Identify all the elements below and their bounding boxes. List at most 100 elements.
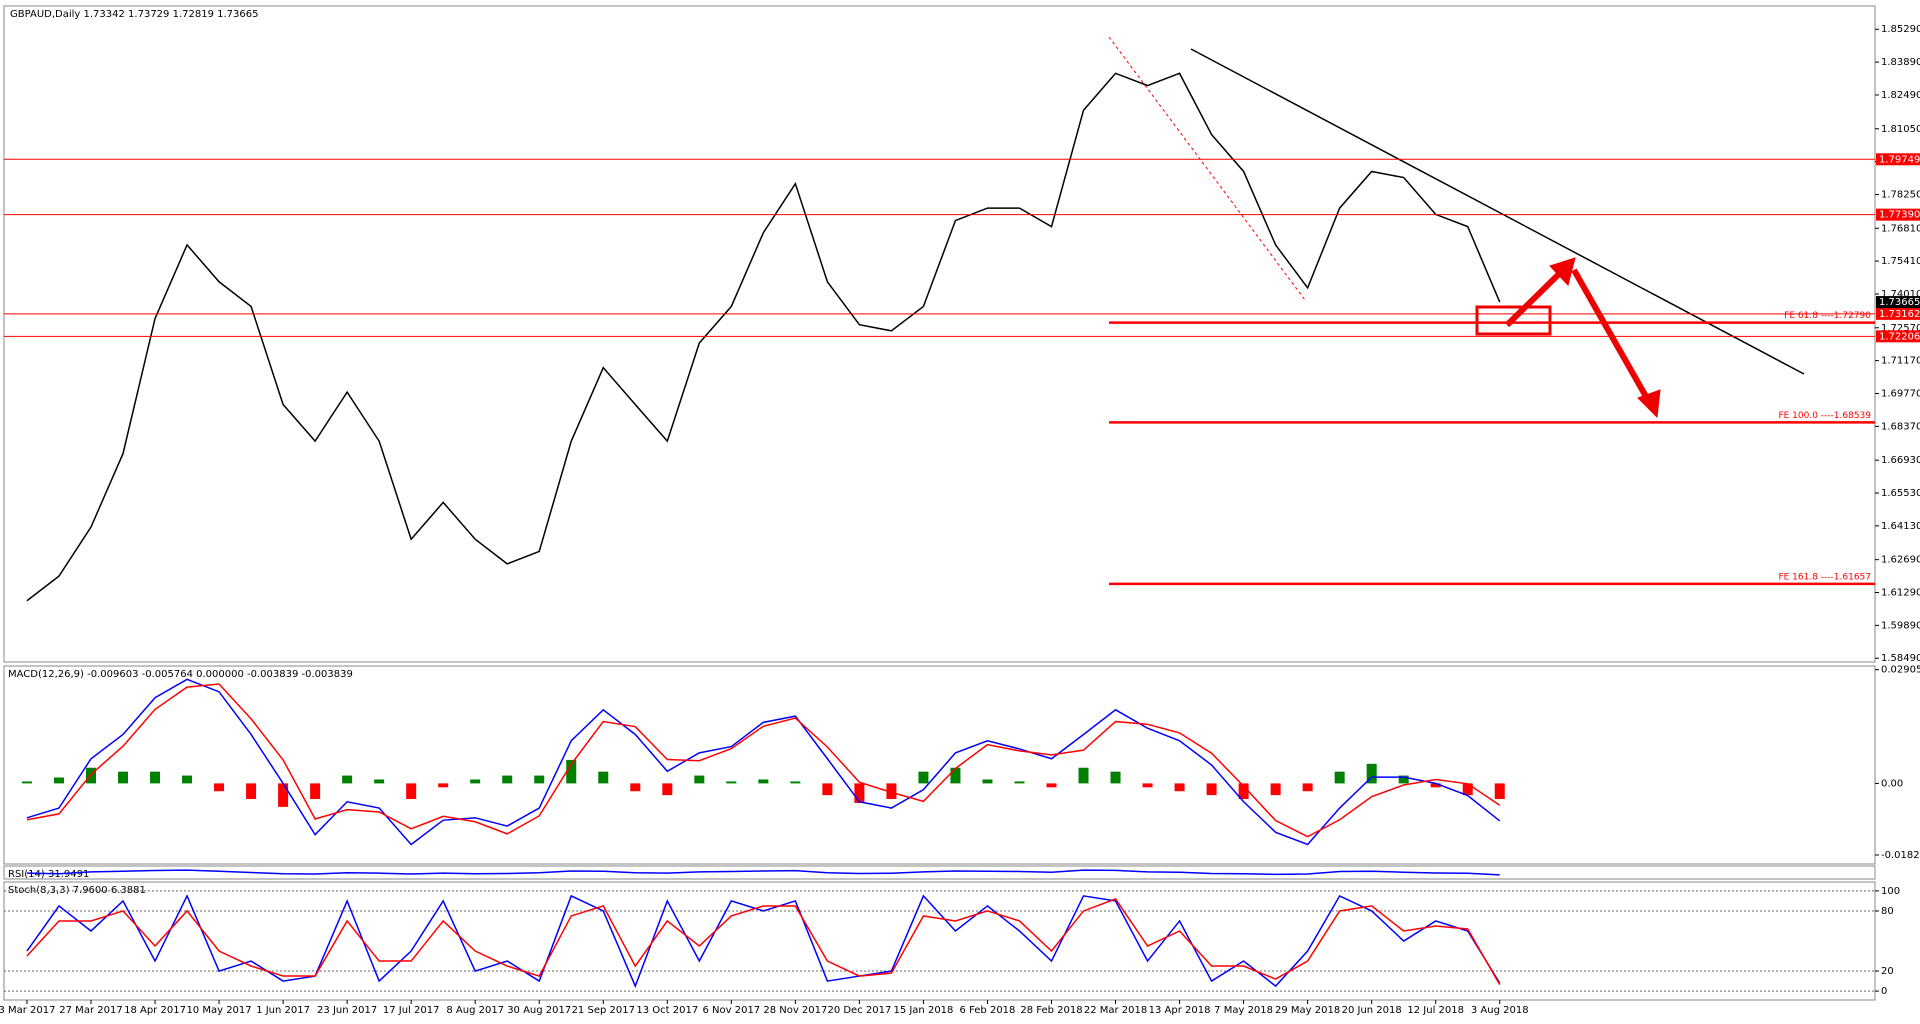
histogram-bar [662,783,673,796]
histogram-bar [1238,783,1249,800]
histogram-bar [406,783,417,800]
histogram-bar [1078,767,1089,784]
histogram-bar [790,781,801,784]
level-box [1876,153,1920,166]
histogram-bar [1302,783,1313,792]
y-tick-label: 1.61290 [1881,588,1920,599]
y-tick-label: 1.62690 [1881,555,1920,566]
x-tick-label: 27 Mar 2017 [59,1005,122,1016]
x-tick-label: 18 Apr 2017 [124,1005,186,1016]
series-line [26,898,1501,986]
histogram-bar [1430,783,1441,788]
arrow-down-head [1637,389,1661,419]
x-tick-label: 30 Aug 2017 [507,1005,571,1016]
stoch-panel [3,881,1876,1001]
histogram-bar [758,779,769,784]
histogram-bar [21,781,32,784]
y-tick-label: 1.59890 [1881,620,1920,631]
macd-panel [3,665,1876,865]
histogram-bar [1046,783,1057,788]
fe-label: FE 61.8 ----1.72790 [1784,311,1871,321]
x-tick-label: 28 Nov 2017 [763,1005,827,1016]
x-tick-label: 6 Feb 2018 [960,1005,1016,1016]
panel-title: RSI(14) 31.9491 [8,869,89,880]
panel-frames [3,5,1876,1001]
x-tick-label: 1 Jun 2017 [256,1005,310,1016]
y-tick-label: 0.00 [1881,778,1903,789]
histogram-bar [470,779,481,784]
level-label: 1.73162 [1879,309,1920,320]
x-tick-label: 10 May 2017 [186,1005,251,1016]
histogram-bar [1334,771,1345,784]
histogram-bar [598,771,609,784]
histogram-bar [1270,783,1281,796]
histogram-bar [1142,783,1153,788]
histogram-bar [534,775,545,784]
x-tick-label: 20 Dec 2017 [827,1005,891,1016]
histogram-bar [1462,783,1473,796]
histogram-bar [438,783,449,788]
series-line [26,869,1500,876]
histogram-bar [310,783,321,800]
y-tick-label: 20 [1881,966,1894,977]
x-tick-label: 23 Jun 2017 [317,1005,377,1016]
chart-title: GBPAUD,Daily 1.73342 1.73729 1.72819 1.7… [10,9,258,20]
x-tick-label: 7 May 2018 [1214,1005,1273,1016]
histogram-bar [1366,763,1377,784]
y-tick-label: 1.64130 [1881,521,1920,532]
x-tick-label: 29 May 2018 [1275,1005,1340,1016]
y-tick-label: 1.66930 [1881,455,1920,466]
histogram-bar [278,783,289,807]
x-tick-label: 21 Sep 2017 [572,1005,635,1016]
y-tick-label: 0.029059 [1881,665,1920,676]
panel-title: MACD(12,26,9) -0.009603 -0.005764 0.0000… [8,669,353,680]
histogram-bar [726,781,737,784]
y-tick-label: 1.83890 [1881,57,1920,68]
y-tick-label: 1.78250 [1881,189,1920,200]
y-tick-label: 100 [1881,886,1900,897]
histogram-bar [342,775,353,784]
level-label: 1.77390 [1879,210,1920,221]
y-tick-label: 1.81050 [1881,124,1920,135]
series-line [26,678,1501,846]
fe-label: FE 161.8 ----1.61657 [1778,572,1871,582]
histogram-bar [118,771,129,784]
arrow-down [1571,268,1651,402]
y-tick-label: 1.71170 [1881,356,1920,367]
level-box [1876,307,1920,320]
y-tick-label: 1.72570 [1881,323,1920,334]
histogram-bar [918,771,929,784]
series-line [26,72,1501,602]
x-tick-label: 20 Jun 2018 [1342,1005,1402,1016]
y-tick-label: 1.58490 [1881,653,1920,664]
price-box [1876,296,1920,309]
histogram-bar [246,783,257,800]
main-panel [3,5,1876,663]
arrow-up [1504,268,1565,328]
series-line [26,894,1501,989]
histogram-bar [1494,783,1505,800]
y-tick-label: 1.82490 [1881,90,1920,101]
histogram-bar [854,783,865,803]
histogram-bar [822,783,833,796]
x-tick-label: 17 Jul 2017 [383,1005,440,1016]
rsi-panel [3,865,1876,880]
histogram-bar [502,775,513,784]
histogram-bar [886,783,897,800]
histogram-bar [1206,783,1217,796]
histogram-bar [1014,781,1025,784]
x-tick-label: 8 Aug 2017 [446,1005,504,1016]
series-line [26,683,1501,838]
histogram-bar [374,779,385,784]
x-tick-label: 13 Oct 2017 [636,1005,698,1016]
x-tick-label: 28 Feb 2018 [1020,1005,1082,1016]
level-label: 1.79749 [1879,154,1920,165]
fib-leg [1108,36,1306,301]
x-tick-label: 15 Jan 2018 [893,1005,953,1016]
y-tick-label: 80 [1881,906,1894,917]
histogram-bar [182,775,193,784]
y-tick-label: 1.69770 [1881,388,1920,399]
x-tick-label: 3 Aug 2018 [1471,1005,1529,1016]
